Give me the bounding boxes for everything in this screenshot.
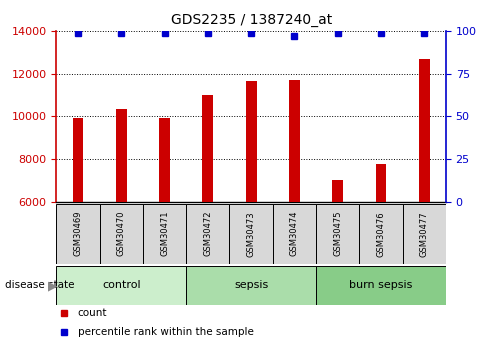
Text: disease state: disease state [5, 280, 74, 290]
Bar [159, 118, 170, 202]
Text: burn sepsis: burn sepsis [349, 280, 413, 290]
Bar [202, 95, 213, 202]
Bar [56, 204, 99, 264]
Bar [273, 204, 316, 264]
Bar [289, 80, 300, 202]
Bar [332, 180, 343, 202]
Bar [186, 266, 316, 305]
Bar [186, 204, 229, 264]
Text: control: control [102, 280, 141, 290]
Title: GDS2235 / 1387240_at: GDS2235 / 1387240_at [171, 13, 332, 27]
Text: sepsis: sepsis [234, 280, 268, 290]
Text: GSM30469: GSM30469 [74, 211, 82, 256]
Text: GSM30471: GSM30471 [160, 211, 169, 256]
Bar [419, 59, 430, 202]
Bar [403, 204, 446, 264]
Text: ▶: ▶ [48, 279, 57, 292]
Bar [99, 204, 143, 264]
Bar [116, 109, 127, 202]
Bar [245, 81, 257, 202]
Text: percentile rank within the sample: percentile rank within the sample [78, 327, 254, 337]
Bar [316, 204, 359, 264]
Bar [375, 165, 387, 202]
Bar [56, 266, 186, 305]
Text: GSM30476: GSM30476 [376, 211, 386, 257]
Bar [359, 204, 403, 264]
Bar [143, 204, 186, 264]
Text: GSM30477: GSM30477 [420, 211, 429, 257]
Bar [229, 204, 273, 264]
Bar [316, 266, 446, 305]
Bar [73, 118, 83, 202]
Text: GSM30470: GSM30470 [117, 211, 126, 256]
Text: GSM30474: GSM30474 [290, 211, 299, 256]
Text: GSM30473: GSM30473 [246, 211, 256, 257]
Text: GSM30472: GSM30472 [203, 211, 212, 256]
Text: GSM30475: GSM30475 [333, 211, 342, 256]
Text: count: count [78, 308, 107, 318]
